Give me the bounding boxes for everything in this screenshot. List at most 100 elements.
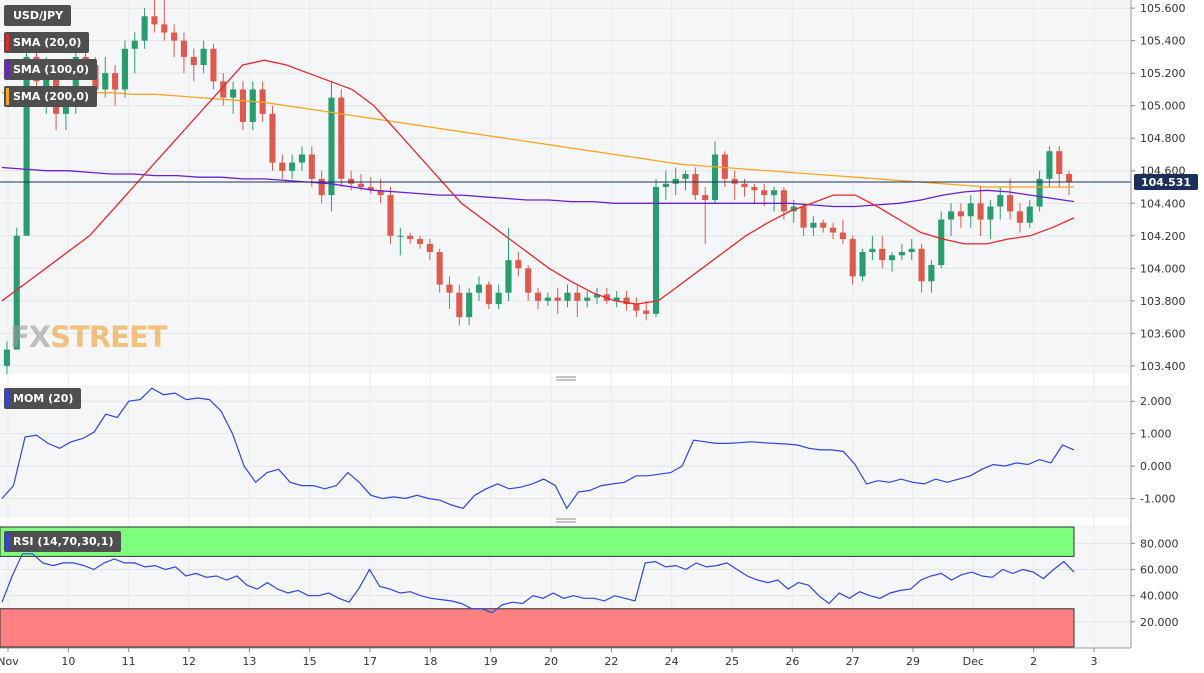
bearish-candle: [820, 219, 827, 233]
bullish-candle: [997, 187, 1004, 220]
candle-body: [633, 304, 640, 311]
bearish-candle: [112, 65, 119, 106]
candle-body: [584, 297, 591, 301]
y-tick-label: 103.800: [1140, 295, 1186, 308]
candle-body: [485, 284, 492, 305]
candle-body: [544, 297, 551, 301]
x-tick-label: 27: [846, 655, 860, 668]
bearish-candle: [849, 235, 856, 285]
candle-body: [387, 195, 394, 236]
bullish-candle: [475, 276, 483, 301]
bearish-candle: [829, 222, 837, 240]
bearish-candle: [957, 203, 964, 228]
legend-swatch: [6, 88, 9, 105]
bearish-candle: [416, 235, 424, 249]
bullish-candle: [289, 154, 296, 179]
legend-sma-20[interactable]: SMA (20,0): [4, 32, 90, 53]
candle-body: [121, 48, 128, 90]
x-tick-label: 24: [665, 655, 679, 668]
bearish-candle: [702, 187, 709, 244]
sma-20-line: [1, 59, 1075, 305]
bullish-candle: [200, 40, 207, 74]
bullish-candle: [711, 141, 719, 204]
x-tick-label: 17: [363, 655, 377, 668]
bullish-candle: [938, 211, 945, 269]
bearish-candle: [318, 170, 325, 204]
candle-body: [574, 292, 581, 301]
candle-body: [436, 252, 443, 285]
y-tick-label: -1.000: [1140, 493, 1175, 506]
bearish-candle: [692, 167, 699, 201]
x-tick-label: 2: [1030, 655, 1037, 668]
y-tick-label: 104.400: [1140, 197, 1186, 210]
price-axis-strip: [1131, 0, 1204, 648]
candle-body: [761, 190, 768, 196]
legend-rsi[interactable]: RSI (14,70,30,1): [4, 531, 122, 552]
candle-body: [426, 243, 433, 253]
candle-body: [554, 297, 561, 301]
candle-body: [367, 187, 374, 191]
candle-body: [525, 268, 532, 293]
momentum-line: [1, 387, 1075, 510]
candle-body: [731, 178, 738, 184]
candle-body: [948, 211, 955, 220]
legend-swatch: [6, 61, 9, 78]
candle-body: [534, 292, 542, 301]
legend-sma-200[interactable]: SMA (200,0): [4, 86, 98, 107]
legend-sma-100[interactable]: SMA (100,0): [4, 59, 98, 80]
y-axis-tick-labels: 103.400 103.600 103.800 104.000 104.200 104.4…: [1130, 0, 1186, 648]
candle-body: [357, 183, 365, 187]
bullish-candle: [505, 227, 512, 301]
candle-body: [505, 260, 512, 293]
x-tick-label: 19: [484, 655, 498, 668]
candle-body: [898, 252, 905, 256]
y-tick-label: 104.200: [1140, 230, 1186, 243]
panel-resize-handle[interactable]: [556, 518, 576, 523]
candle-body: [643, 310, 650, 314]
panel-resize-handle[interactable]: [556, 376, 576, 381]
bullish-candle: [987, 200, 994, 240]
bullish-candle: [141, 8, 148, 49]
bullish-candle: [230, 81, 237, 114]
candle-body: [249, 89, 256, 122]
candle-body: [190, 56, 197, 66]
candle-body: [938, 219, 945, 266]
candle-body: [810, 222, 817, 228]
candle-body: [171, 32, 178, 41]
legend-momentum[interactable]: MOM (20): [4, 388, 82, 409]
candle-body: [407, 235, 414, 240]
bearish-candle: [515, 252, 522, 277]
y-tick-label: 0.000: [1140, 460, 1172, 473]
bullish-candle: [102, 56, 109, 98]
candle-body: [1036, 178, 1043, 207]
bearish-candle: [633, 297, 640, 318]
x-tick-label: 11: [122, 655, 136, 668]
y-tick-label: 105.400: [1140, 35, 1186, 48]
x-axis-tick-labels: Nov 10 11 12 13 15 17 18 19 20 22 24 25 26 27 29 Dec 2 3: [0, 647, 1131, 668]
candle-body: [859, 252, 866, 277]
bullish-candle: [889, 252, 896, 272]
bearish-candle: [623, 291, 630, 311]
y-tick-label: 105.200: [1140, 67, 1186, 80]
candle-body: [790, 206, 797, 212]
bullish-candle: [613, 291, 620, 308]
bearish-candle: [279, 154, 286, 179]
y-tick-label: 104.800: [1140, 132, 1186, 145]
candle-body: [1007, 195, 1014, 212]
bullish-candle: [13, 227, 20, 350]
bullish-candle: [495, 284, 502, 309]
candle-body: [475, 284, 483, 293]
bullish-candle: [3, 341, 10, 374]
bearish-candle: [436, 248, 443, 293]
candle-body: [308, 154, 315, 179]
candle-body: [131, 40, 138, 49]
candle-body: [711, 154, 719, 201]
y-tick-label: 104.000: [1140, 262, 1186, 275]
x-tick-label: 29: [906, 655, 920, 668]
candle-body: [230, 89, 237, 98]
bearish-candle: [977, 187, 984, 236]
bearish-candle: [171, 24, 178, 57]
candle-body: [23, 56, 30, 236]
bearish-candle: [446, 276, 453, 309]
bullish-candle: [131, 32, 138, 74]
